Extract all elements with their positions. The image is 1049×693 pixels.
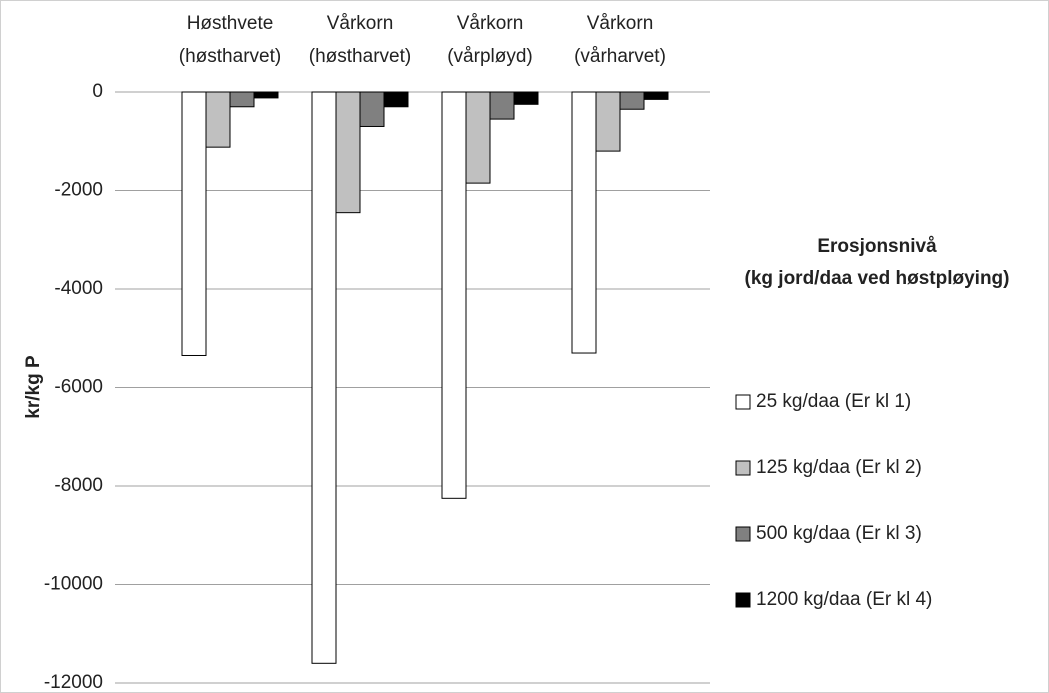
y-tick-label: -8000 xyxy=(54,475,103,496)
y-tick-label: -10000 xyxy=(44,574,103,595)
legend-label: 25 kg/daa (Er kl 1) xyxy=(756,391,911,412)
y-tick-label: -2000 xyxy=(54,180,103,201)
bar xyxy=(489,91,515,120)
bar xyxy=(359,91,385,127)
legend-swatch xyxy=(735,526,751,542)
bar xyxy=(335,91,361,214)
x-tick-label: (høstharvet) xyxy=(309,46,411,67)
x-tick-label: (vårharvet) xyxy=(574,46,666,67)
legend-swatch xyxy=(735,394,751,410)
legend-swatch xyxy=(735,460,751,476)
x-tick-label: (høstharvet) xyxy=(179,46,281,67)
bar xyxy=(465,91,491,184)
y-tick-label: -12000 xyxy=(44,672,103,693)
legend-label: 500 kg/daa (Er kl 3) xyxy=(756,523,922,544)
x-tick-label: (vårpløyd) xyxy=(447,46,533,67)
y-tick-label: 0 xyxy=(92,81,103,102)
x-tick-label: Vårkorn xyxy=(457,13,524,34)
bar xyxy=(229,91,255,108)
x-tick-label: Vårkorn xyxy=(587,13,654,34)
legend-label: 1200 kg/daa (Er kl 4) xyxy=(756,589,932,610)
bar xyxy=(205,91,231,148)
y-axis-label: kr/kg P xyxy=(23,355,44,419)
bar xyxy=(253,91,279,99)
legend-swatch xyxy=(735,592,751,608)
y-tick-label: -4000 xyxy=(54,278,103,299)
bar xyxy=(181,91,207,356)
legend-title: (kg jord/daa ved høstpløying) xyxy=(745,268,1010,289)
bar xyxy=(571,91,597,354)
bar xyxy=(595,91,621,152)
x-tick-label: Vårkorn xyxy=(327,13,394,34)
y-tick-label: -6000 xyxy=(54,377,103,398)
x-tick-label: Høsthvete xyxy=(187,13,274,34)
bar xyxy=(383,91,409,108)
legend-title: Erosjonsnivå xyxy=(817,236,937,257)
bar xyxy=(619,91,645,110)
bar xyxy=(311,91,337,664)
bar xyxy=(643,91,669,100)
bar xyxy=(441,91,467,499)
legend-label: 125 kg/daa (Er kl 2) xyxy=(756,457,922,478)
bar xyxy=(513,91,539,105)
